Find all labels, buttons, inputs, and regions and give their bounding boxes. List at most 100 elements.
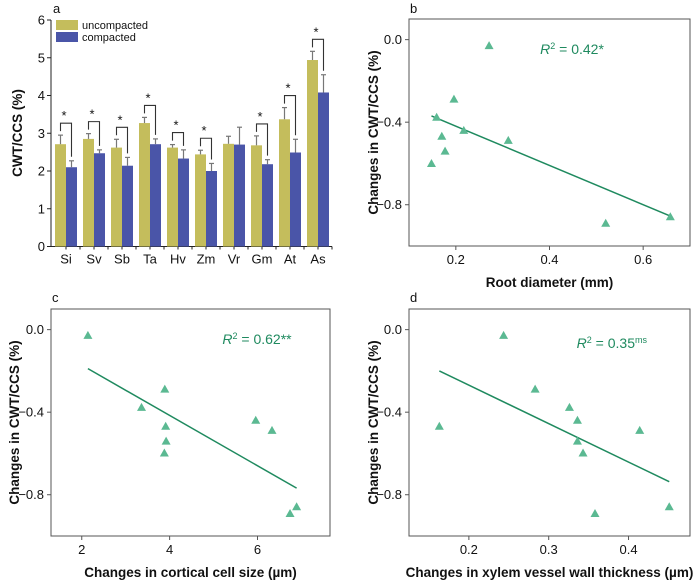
data-point — [161, 436, 171, 445]
data-point — [437, 131, 447, 140]
panel-label-b: b — [410, 1, 417, 16]
significance-star: * — [201, 123, 206, 138]
x-tick-label: 6 — [254, 542, 261, 557]
data-point — [590, 509, 600, 518]
y-tick-label: −0.4 — [376, 115, 402, 130]
y-axis-label-a: CWT/CCS (%) — [10, 89, 25, 177]
bar-uncompacted — [167, 147, 178, 247]
x-axis-label: Changes in xylem vessel wall thickness (… — [406, 565, 694, 580]
bar-uncompacted — [307, 60, 318, 247]
bar-compacted — [122, 165, 133, 247]
x-tick-label: Sv — [86, 252, 102, 267]
y-tick-label: −0.8 — [376, 487, 402, 502]
data-point — [664, 502, 674, 511]
data-point — [159, 448, 169, 457]
data-point — [578, 448, 588, 457]
data-point — [449, 94, 459, 103]
panel-c-scatter: c 2 4 6 0.0 −0.4 −0.8 Changes in cortical cell … — [7, 290, 331, 580]
legend-label-compacted: compacted — [82, 32, 136, 44]
x-tick-label: 0.4 — [619, 542, 637, 557]
panel-d-scatter: d 0.2 0.3 0.4 0.0 −0.4 −0.8 Changes in xylem ve… — [366, 290, 693, 580]
significance-star: * — [61, 108, 66, 123]
bar-compacted — [178, 158, 189, 247]
data-point — [251, 415, 261, 424]
x-tick-label: 0.4 — [540, 252, 558, 267]
y-axis-label: Changes in CWT/CCS (%) — [7, 340, 22, 504]
significance-star: * — [257, 109, 262, 124]
r-squared-annotation: R2 = 0.62** — [222, 331, 292, 347]
y-tick-label: 2 — [38, 164, 45, 179]
data-point — [434, 421, 444, 430]
y-axis-label: Changes in CWT/CCS (%) — [366, 50, 381, 214]
bar-compacted — [234, 144, 245, 247]
data-point — [426, 158, 436, 167]
data-point — [530, 384, 540, 393]
y-tick-label: −0.8 — [18, 487, 44, 502]
significance-star: * — [313, 24, 318, 39]
data-point — [161, 421, 171, 430]
data-point — [564, 402, 574, 411]
x-tick-label: 2 — [78, 542, 85, 557]
significance-star: * — [145, 90, 150, 105]
data-point — [459, 125, 469, 134]
legend-swatch-uncompacted — [56, 20, 78, 30]
legend-swatch-compacted — [56, 32, 78, 42]
x-tick-label: 0.2 — [460, 542, 478, 557]
y-axis-label: Changes in CWT/CCS (%) — [366, 340, 381, 504]
significance-star: * — [89, 107, 94, 122]
significance-bracket — [283, 95, 297, 136]
x-tick-label: Si — [60, 252, 72, 267]
data-point — [137, 402, 147, 411]
bar-uncompacted — [111, 147, 122, 247]
bar-uncompacted — [223, 143, 234, 247]
y-tick-label: 0.0 — [26, 322, 44, 337]
y-tick-label: 1 — [38, 201, 45, 216]
x-tick-label: Vr — [228, 252, 241, 267]
y-tick-label: 4 — [38, 88, 45, 103]
data-point — [292, 502, 302, 511]
bar-uncompacted — [195, 154, 206, 247]
y-tick-label: −0.4 — [18, 405, 44, 420]
significance-bracket — [143, 104, 157, 135]
x-tick-label: 4 — [166, 542, 173, 557]
significance-bracket — [115, 126, 129, 154]
data-point — [484, 41, 494, 50]
regression-line — [87, 367, 297, 489]
regression-line — [439, 370, 670, 483]
data-point — [285, 509, 295, 518]
significance-star: * — [173, 118, 178, 133]
bar-uncompacted — [139, 123, 150, 247]
data-point — [160, 384, 170, 393]
r-squared-annotation: R2 = 0.35ms — [577, 335, 648, 351]
data-point — [432, 112, 442, 121]
r-squared-annotation: R2 = 0.42* — [540, 41, 604, 57]
legend-label-uncompacted: uncompacted — [82, 20, 148, 32]
y-tick-label: 6 — [38, 13, 45, 28]
regression-line — [431, 115, 671, 217]
data-point — [572, 436, 582, 445]
data-point — [601, 218, 611, 227]
panel-label-d: d — [410, 290, 417, 305]
panel-b-scatter: b 0.2 0.4 0.6 0.0 −0.4 −0.8 Root diameter (mm) C… — [366, 1, 691, 290]
bar-compacted — [262, 164, 273, 247]
bar-uncompacted — [55, 144, 66, 247]
bar-compacted — [290, 152, 301, 247]
bar-compacted — [94, 153, 105, 247]
data-point — [635, 425, 645, 434]
data-point — [440, 146, 450, 155]
x-tick-label: 0.3 — [540, 542, 558, 557]
bar-uncompacted — [251, 145, 262, 247]
y-tick-label: 0.0 — [384, 322, 402, 337]
bar-compacted — [318, 92, 329, 247]
data-point — [572, 415, 582, 424]
significance-bracket — [87, 121, 101, 146]
y-tick-label: −0.4 — [376, 405, 402, 420]
y-tick-label: 0.0 — [384, 32, 402, 47]
x-axis-label: Root diameter (mm) — [486, 275, 614, 290]
x-tick-label: As — [310, 252, 326, 267]
data-point — [83, 330, 93, 339]
panel-label-a: a — [53, 1, 61, 16]
bar-uncompacted — [279, 119, 290, 247]
x-tick-label: At — [284, 252, 297, 267]
